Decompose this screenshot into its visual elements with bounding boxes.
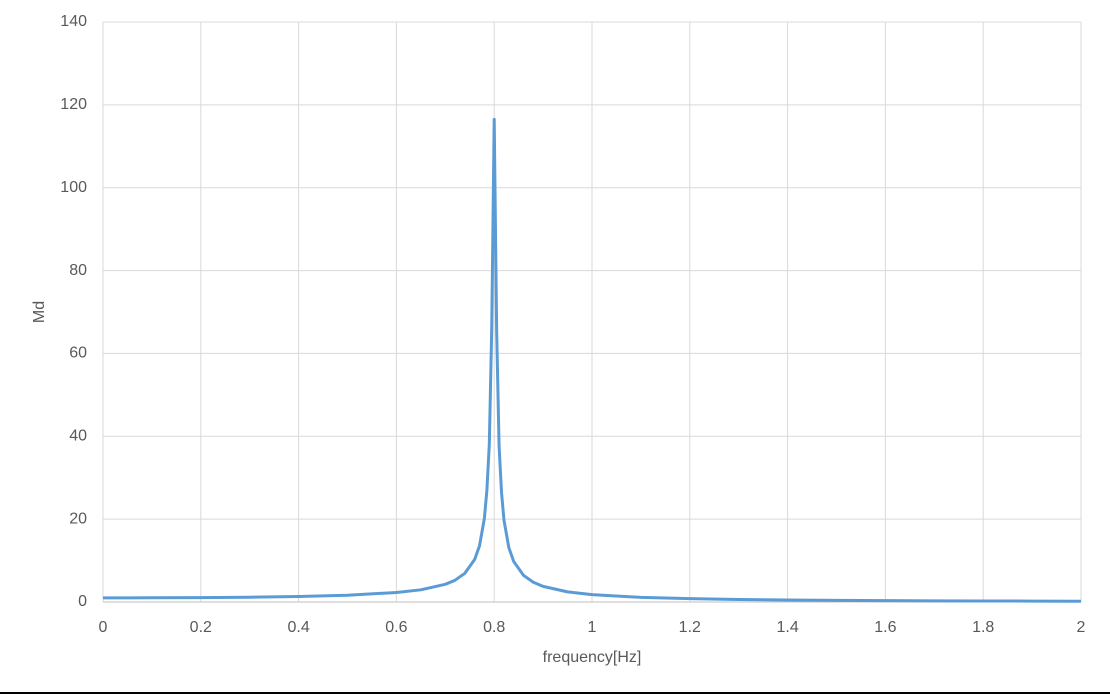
y-tick-label: 120 [60, 96, 87, 113]
x-tick-label: 0.2 [190, 619, 212, 636]
x-tick-label: 2 [1077, 619, 1086, 636]
y-tick-label: 60 [69, 345, 87, 362]
x-tick-label: 1.4 [776, 619, 798, 636]
x-tick-label: 0 [99, 619, 108, 636]
y-tick-label: 40 [69, 428, 87, 445]
x-tick-label: 1.8 [972, 619, 994, 636]
data-line [102, 117, 1082, 603]
y-axis-title: Md [31, 301, 48, 323]
x-axis-title: frequency[Hz] [543, 649, 642, 666]
y-tick-label: 20 [69, 510, 87, 527]
y-tick-label: 100 [60, 179, 87, 196]
x-tick-label: 0.4 [287, 619, 309, 636]
x-tick-label: 1 [588, 619, 597, 636]
y-tick-label: 80 [69, 262, 87, 279]
x-tick-label: 0.6 [385, 619, 407, 636]
x-tick-label: 1.6 [874, 619, 896, 636]
x-tick-label: 1.2 [679, 619, 701, 636]
x-tick-label: 0.8 [483, 619, 505, 636]
y-tick-label: 0 [78, 593, 87, 610]
y-tick-label: 140 [60, 13, 87, 30]
